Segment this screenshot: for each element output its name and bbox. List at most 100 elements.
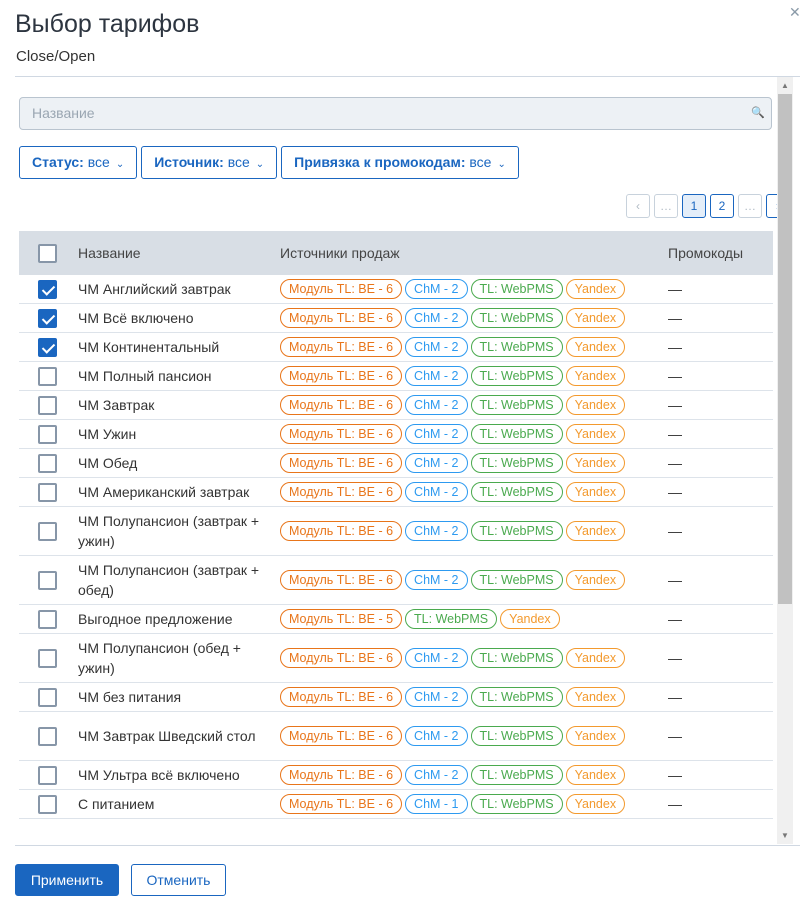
row-checkbox[interactable]: [38, 687, 57, 707]
scrollbar[interactable]: ▲ ▼: [777, 77, 793, 844]
promo-value: —: [668, 310, 682, 326]
divider: [15, 76, 800, 77]
source-tag: TL: WebPMS: [470, 453, 563, 473]
promo-value: —: [668, 767, 682, 783]
tariff-name: ЧМ без питания: [78, 689, 182, 705]
select-all-checkbox[interactable]: [38, 243, 57, 263]
promo-value: —: [668, 650, 682, 666]
source-tag: Модуль TL: BE - 6: [280, 337, 403, 357]
source-tag: Yandex: [565, 687, 626, 707]
pagination-prev[interactable]: ‹: [626, 194, 650, 218]
apply-button[interactable]: Применить: [15, 864, 119, 896]
sales-sources: Модуль TL: BE - 5 TL: WebPMS Yandex: [280, 609, 668, 629]
row-checkbox[interactable]: [38, 521, 57, 541]
source-tag: Модуль TL: BE - 6: [280, 308, 403, 328]
row-checkbox[interactable]: [38, 570, 57, 590]
source-tag: ChM - 2: [405, 570, 468, 590]
table-row[interactable]: ЧМ Полупансион (обед + ужин) Модуль TL: …: [19, 634, 773, 683]
row-checkbox[interactable]: [38, 609, 57, 629]
table-row[interactable]: ЧМ Обед Модуль TL: BE - 6 ChM - 2 TL: WebP…: [19, 449, 773, 478]
table-row[interactable]: С питанием Модуль TL: BE - 6 ChM - 1 TL: W…: [19, 790, 773, 819]
filter-label: Источник:: [154, 154, 224, 170]
source-tag: ChM - 2: [405, 308, 468, 328]
pagination-page-2[interactable]: 2: [710, 194, 734, 218]
source-tag: Модуль TL: BE - 6: [280, 521, 403, 541]
source-tag: TL: WebPMS: [470, 308, 563, 328]
source-tag: TL: WebPMS: [470, 424, 563, 444]
source-tag: ChM - 1: [405, 794, 468, 814]
table-row[interactable]: Выгодное предложение Модуль TL: BE - 5 TL…: [19, 605, 773, 634]
source-tag: TL: WebPMS: [470, 395, 563, 415]
row-checkbox[interactable]: [38, 648, 57, 668]
source-tag: Yandex: [565, 424, 626, 444]
promo-value: —: [668, 728, 682, 744]
sales-sources: Модуль TL: BE - 6 ChM - 2 TL: WebPMS Yandex: [280, 570, 668, 590]
row-checkbox[interactable]: [38, 482, 57, 502]
filter-value: все: [469, 154, 492, 170]
sales-sources: Модуль TL: BE - 6 ChM - 2 TL: WebPMS Yandex: [280, 482, 668, 502]
source-tag: TL: WebPMS: [470, 794, 563, 814]
source-tag: Модуль TL: BE - 6: [280, 395, 403, 415]
close-icon[interactable]: ✕: [789, 4, 801, 20]
table-row[interactable]: ЧМ Всё включено Модуль TL: BE - 6 ChM - 2…: [19, 304, 773, 333]
promo-value: —: [668, 397, 682, 413]
table-row[interactable]: ЧМ Полный пансион Модуль TL: BE - 6 ChM -…: [19, 362, 773, 391]
sales-sources: Модуль TL: BE - 6 ChM - 2 TL: WebPMS Yandex: [280, 453, 668, 473]
row-checkbox[interactable]: [38, 366, 57, 386]
scroll-up-icon[interactable]: ▲: [781, 81, 789, 90]
pagination-page-1[interactable]: 1: [682, 194, 706, 218]
table-row[interactable]: ЧМ Завтрак Шведский стол Модуль TL: BE -…: [19, 712, 773, 761]
table-row[interactable]: ЧМ Полупансион (завтрак + обед) Модуль T…: [19, 556, 773, 605]
row-checkbox[interactable]: [38, 308, 57, 328]
scroll-down-icon[interactable]: ▼: [781, 831, 789, 840]
tariff-name: ЧМ Полный пансион: [78, 368, 212, 384]
source-tag: Модуль TL: BE - 6: [280, 453, 403, 473]
pagination-ellipsis[interactable]: …: [738, 194, 762, 218]
source-tag: ChM - 2: [405, 395, 468, 415]
row-checkbox[interactable]: [38, 794, 57, 814]
cancel-button[interactable]: Отменить: [131, 864, 226, 896]
row-checkbox[interactable]: [38, 337, 57, 357]
source-tag: ChM - 2: [405, 337, 468, 357]
pagination-ellipsis[interactable]: …: [654, 194, 678, 218]
table-row[interactable]: ЧМ Континентальный Модуль TL: BE - 6 ChM …: [19, 333, 773, 362]
table-row[interactable]: ЧМ Ультра всё включено Модуль TL: BE - 6…: [19, 761, 773, 790]
table-row[interactable]: ЧМ Американский завтрак Модуль TL: BE - …: [19, 478, 773, 507]
tariff-name: ЧМ Английский завтрак: [78, 281, 231, 297]
filter-source[interactable]: Источник: все ⌄: [141, 146, 278, 179]
row-checkbox[interactable]: [38, 765, 57, 785]
source-tag: Модуль TL: BE - 6: [280, 570, 403, 590]
filter-label: Статус:: [32, 154, 84, 170]
sales-sources: Модуль TL: BE - 6 ChM - 2 TL: WebPMS Yandex: [280, 308, 668, 328]
divider: [15, 845, 800, 846]
table-header: Название Источники продаж Промокоды: [19, 231, 773, 275]
sales-sources: Модуль TL: BE - 6 ChM - 2 TL: WebPMS Yandex: [280, 424, 668, 444]
tariff-name: ЧМ Завтрак Шведский стол: [78, 728, 256, 744]
promo-value: —: [668, 484, 682, 500]
filter-promo[interactable]: Привязка к промокодам: все ⌄: [281, 146, 519, 179]
source-tag: TL: WebPMS: [470, 570, 563, 590]
source-tag: TL: WebPMS: [470, 279, 563, 299]
search-input[interactable]: Название 🔍: [19, 97, 772, 130]
row-checkbox[interactable]: [38, 395, 57, 415]
source-tag: Yandex: [565, 521, 626, 541]
row-checkbox[interactable]: [38, 726, 57, 746]
filter-status[interactable]: Статус: все ⌄: [19, 146, 138, 179]
tariff-name: ЧМ Полупансион (завтрак + обед): [78, 562, 260, 598]
source-tag: ChM - 2: [405, 366, 468, 386]
filter-label: Привязка к промокодам:: [294, 154, 466, 170]
table-row[interactable]: ЧМ Ужин Модуль TL: BE - 6 ChM - 2 TL: WebP…: [19, 420, 773, 449]
scrollbar-thumb[interactable]: [778, 94, 792, 604]
tariff-name: ЧМ Полупансион (завтрак + ужин): [78, 513, 260, 549]
source-tag: Модуль TL: BE - 6: [280, 279, 403, 299]
tariff-name: ЧМ Континентальный: [78, 339, 220, 355]
table-row[interactable]: ЧМ Полупансион (завтрак + ужин) Модуль T…: [19, 507, 773, 556]
row-checkbox[interactable]: [38, 424, 57, 444]
row-checkbox[interactable]: [38, 279, 57, 299]
table-row[interactable]: ЧМ Завтрак Модуль TL: BE - 6 ChM - 2 TL: W…: [19, 391, 773, 420]
source-tag: TL: WebPMS: [470, 366, 563, 386]
row-checkbox[interactable]: [38, 453, 57, 473]
source-tag: ChM - 2: [405, 765, 468, 785]
